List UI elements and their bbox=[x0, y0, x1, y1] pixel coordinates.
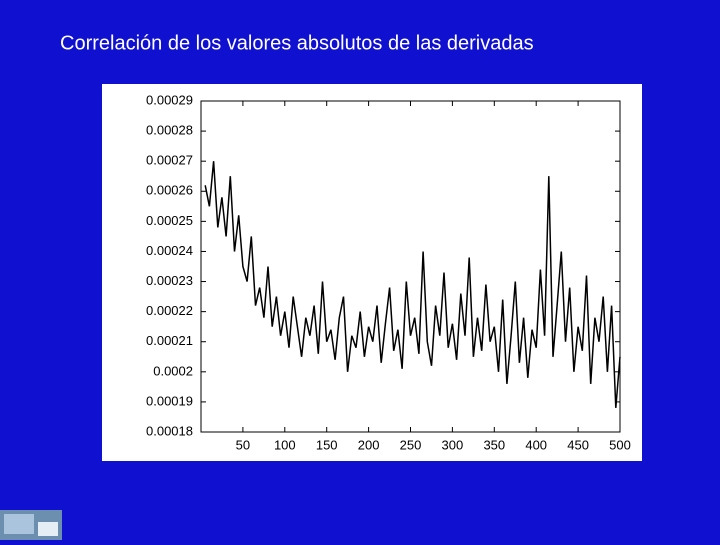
x-tick-label: 350 bbox=[483, 437, 505, 452]
chart-panel bbox=[102, 84, 642, 461]
x-tick-label: 50 bbox=[236, 437, 250, 452]
logo bbox=[0, 510, 62, 540]
x-tick-label: 400 bbox=[525, 437, 547, 452]
y-tick-label: 0.0002 bbox=[153, 363, 193, 378]
x-tick-label: 200 bbox=[358, 437, 380, 452]
y-tick-label: 0.00021 bbox=[146, 333, 193, 348]
y-tick-label: 0.00027 bbox=[146, 153, 193, 168]
data-line bbox=[204, 161, 621, 408]
x-tick-label: 250 bbox=[400, 437, 422, 452]
y-tick-label: 0.00018 bbox=[146, 423, 193, 438]
y-tick-label: 0.00019 bbox=[146, 393, 193, 408]
y-tick-label: 0.00022 bbox=[146, 303, 193, 318]
x-tick-label: 500 bbox=[609, 437, 631, 452]
y-tick-label: 0.00025 bbox=[146, 213, 193, 228]
y-tick-label: 0.00024 bbox=[146, 243, 193, 258]
slide-title: Correlación de los valores absolutos de … bbox=[60, 32, 534, 54]
y-tick-label: 0.00029 bbox=[146, 92, 193, 107]
y-tick-label: 0.00028 bbox=[146, 123, 193, 138]
x-tick-label: 100 bbox=[274, 437, 296, 452]
x-tick-label: 150 bbox=[316, 437, 338, 452]
x-tick-label: 300 bbox=[442, 437, 464, 452]
y-tick-label: 0.00026 bbox=[146, 183, 193, 198]
y-tick-label: 0.00023 bbox=[146, 273, 193, 288]
x-tick-label: 450 bbox=[567, 437, 589, 452]
